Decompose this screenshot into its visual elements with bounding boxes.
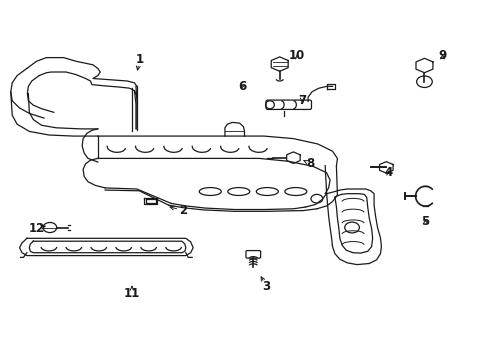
Text: 10: 10 bbox=[288, 49, 305, 62]
Text: 7: 7 bbox=[298, 94, 305, 107]
Text: 6: 6 bbox=[238, 80, 245, 93]
Text: 1: 1 bbox=[135, 53, 143, 66]
Text: 12: 12 bbox=[28, 222, 45, 235]
Text: 2: 2 bbox=[179, 204, 187, 217]
Text: 5: 5 bbox=[421, 215, 428, 228]
Text: 8: 8 bbox=[306, 157, 314, 170]
Text: 11: 11 bbox=[123, 287, 140, 300]
Text: 3: 3 bbox=[262, 280, 270, 293]
Text: 9: 9 bbox=[438, 49, 446, 62]
Text: 4: 4 bbox=[384, 166, 392, 179]
